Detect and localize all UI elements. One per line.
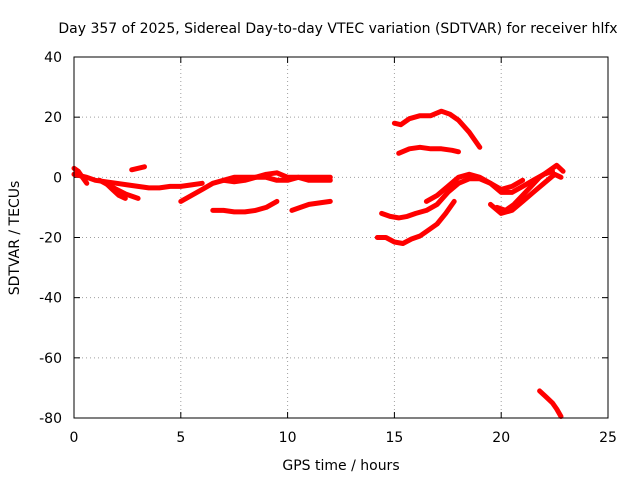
data-series-arc2 <box>71 165 90 186</box>
y-tick-label: 20 <box>44 110 62 126</box>
x-tick-label: 0 <box>70 430 79 446</box>
ticks-layer: 0 5 10 15 20 25 -80 -60 -40 -20 0 20 40 <box>39 50 617 446</box>
x-tick-label: 20 <box>492 430 510 446</box>
x-tick-label: 15 <box>385 430 403 446</box>
chart-title: Day 357 of 2025, Sidereal Day-to-day VTE… <box>58 21 617 37</box>
data-series-arc9 <box>289 198 333 213</box>
data-series-arc5 <box>129 164 147 173</box>
data-series-arc10 <box>391 108 483 150</box>
data-series-arc8 <box>221 170 333 185</box>
data-series-arc7 <box>210 198 280 215</box>
data-series-arc6 <box>178 174 333 204</box>
data-layer <box>71 108 566 419</box>
data-series-arc16 <box>494 162 566 213</box>
y-axis-label: SDTVAR / TECUs <box>7 181 23 296</box>
data-series-arc4 <box>103 180 128 201</box>
y-tick-label: -60 <box>39 351 62 367</box>
data-series-arc11 <box>396 144 461 156</box>
y-tick-label: -20 <box>39 231 62 247</box>
data-series-arc14 <box>423 171 526 204</box>
data-series-arc15 <box>488 171 564 216</box>
data-series-arc1 <box>71 171 205 191</box>
x-tick-label: 5 <box>176 430 185 446</box>
y-tick-label: -40 <box>39 291 62 307</box>
grid-layer <box>74 57 608 418</box>
x-tick-label: 25 <box>599 430 617 446</box>
data-series-arc17 <box>537 388 564 419</box>
data-series-arc13 <box>374 198 457 246</box>
y-tick-label: 40 <box>44 50 62 66</box>
data-series-arc12 <box>379 168 555 221</box>
x-tick-label: 10 <box>279 430 297 446</box>
y-tick-label: 0 <box>53 170 62 186</box>
x-axis-label: GPS time / hours <box>282 458 399 474</box>
y-tick-label: -80 <box>39 411 62 427</box>
plot-frame <box>73 56 609 419</box>
